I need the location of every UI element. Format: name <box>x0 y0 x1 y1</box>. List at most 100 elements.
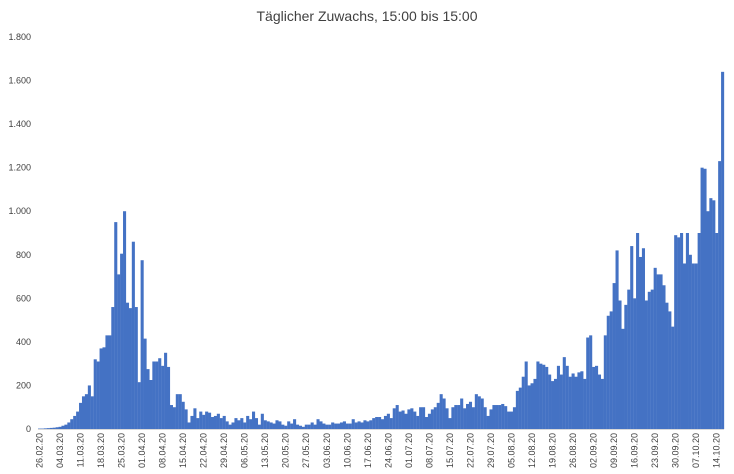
x-tick-label: 24.06.20 <box>383 433 393 468</box>
x-tick-label: 29.07.20 <box>486 433 496 468</box>
x-tick-label: 25.03.20 <box>117 433 127 468</box>
bar <box>457 405 461 429</box>
bar <box>222 415 226 429</box>
bar <box>58 426 62 429</box>
bar <box>193 408 197 429</box>
x-tick-label: 09.09.20 <box>609 433 619 468</box>
x-tick-label: 03.06.20 <box>322 433 332 468</box>
bar <box>120 253 124 429</box>
bar <box>325 424 329 429</box>
bar <box>486 415 490 429</box>
bar <box>641 248 645 429</box>
bar <box>597 374 602 429</box>
bar <box>509 411 514 429</box>
x-tick-label: 22.07.20 <box>465 433 475 468</box>
bar <box>565 365 569 429</box>
bar <box>46 428 50 429</box>
bar <box>662 285 666 429</box>
bar <box>295 424 300 429</box>
bar <box>234 418 238 429</box>
bar <box>433 407 437 429</box>
bar <box>718 161 722 429</box>
bar <box>700 167 704 430</box>
bar <box>342 421 346 429</box>
bar <box>568 376 572 429</box>
bar <box>630 246 634 429</box>
bar <box>636 233 640 429</box>
bar <box>621 328 625 429</box>
bar <box>357 421 361 429</box>
bar <box>128 308 132 429</box>
bar <box>219 418 223 429</box>
bar <box>548 374 552 429</box>
bar <box>199 411 203 429</box>
bar <box>445 408 449 429</box>
bar <box>81 396 86 429</box>
bar <box>381 419 385 429</box>
x-tick-label: 05.08.20 <box>506 433 516 468</box>
bar <box>52 427 56 429</box>
bar <box>600 378 604 429</box>
bar <box>310 422 314 429</box>
bar <box>155 361 159 429</box>
x-tick-label: 08.04.20 <box>158 433 168 468</box>
bar <box>685 233 689 429</box>
y-tick-label: 600 <box>16 293 31 303</box>
y-tick-label: 1.400 <box>8 119 31 129</box>
bar <box>164 352 168 429</box>
bar <box>67 422 71 429</box>
bar <box>252 411 256 429</box>
bar <box>471 407 475 429</box>
bar <box>43 428 47 429</box>
bar <box>345 423 349 429</box>
bar <box>530 383 534 429</box>
bar <box>665 302 669 429</box>
x-tick-label: 23.09.20 <box>650 433 660 468</box>
bar <box>410 408 414 429</box>
bar <box>709 198 713 429</box>
bar <box>536 361 540 429</box>
bar <box>307 424 311 429</box>
bars <box>38 71 725 430</box>
bar <box>416 415 420 429</box>
bar <box>87 385 91 429</box>
bar <box>398 411 402 429</box>
bar <box>618 300 622 429</box>
x-tick-label: 17.06.20 <box>363 433 373 468</box>
bar <box>61 425 65 429</box>
bar <box>64 424 68 429</box>
bar <box>671 326 675 429</box>
y-tick-label: 1.600 <box>8 76 31 86</box>
bar <box>706 211 710 429</box>
bar <box>498 405 502 429</box>
bar <box>79 402 83 429</box>
bar <box>483 407 487 429</box>
bar <box>612 283 616 429</box>
bar <box>424 417 429 429</box>
bar <box>553 378 558 429</box>
bar <box>480 398 484 429</box>
bar <box>442 398 446 429</box>
bar <box>571 373 575 429</box>
bar <box>369 420 373 429</box>
bar <box>392 408 396 429</box>
bar <box>682 263 687 429</box>
bar <box>650 289 654 429</box>
y-tick-label: 800 <box>16 250 31 260</box>
bar <box>175 394 179 429</box>
bar <box>559 374 563 429</box>
bar <box>638 256 643 429</box>
bar <box>395 405 399 429</box>
bar <box>281 424 285 429</box>
x-axis-labels: 26.02.20 04.03.20 11.03.20 18.03.20 25.03.20… <box>34 433 721 468</box>
bar <box>316 419 320 429</box>
bar <box>375 417 379 429</box>
bar <box>143 338 147 429</box>
y-tick-label: 200 <box>16 380 31 390</box>
bar <box>539 363 543 429</box>
bar <box>278 421 282 429</box>
bar <box>351 419 355 429</box>
bar <box>677 237 681 429</box>
bar <box>125 302 130 429</box>
x-tick-label: 19.08.20 <box>548 433 558 468</box>
